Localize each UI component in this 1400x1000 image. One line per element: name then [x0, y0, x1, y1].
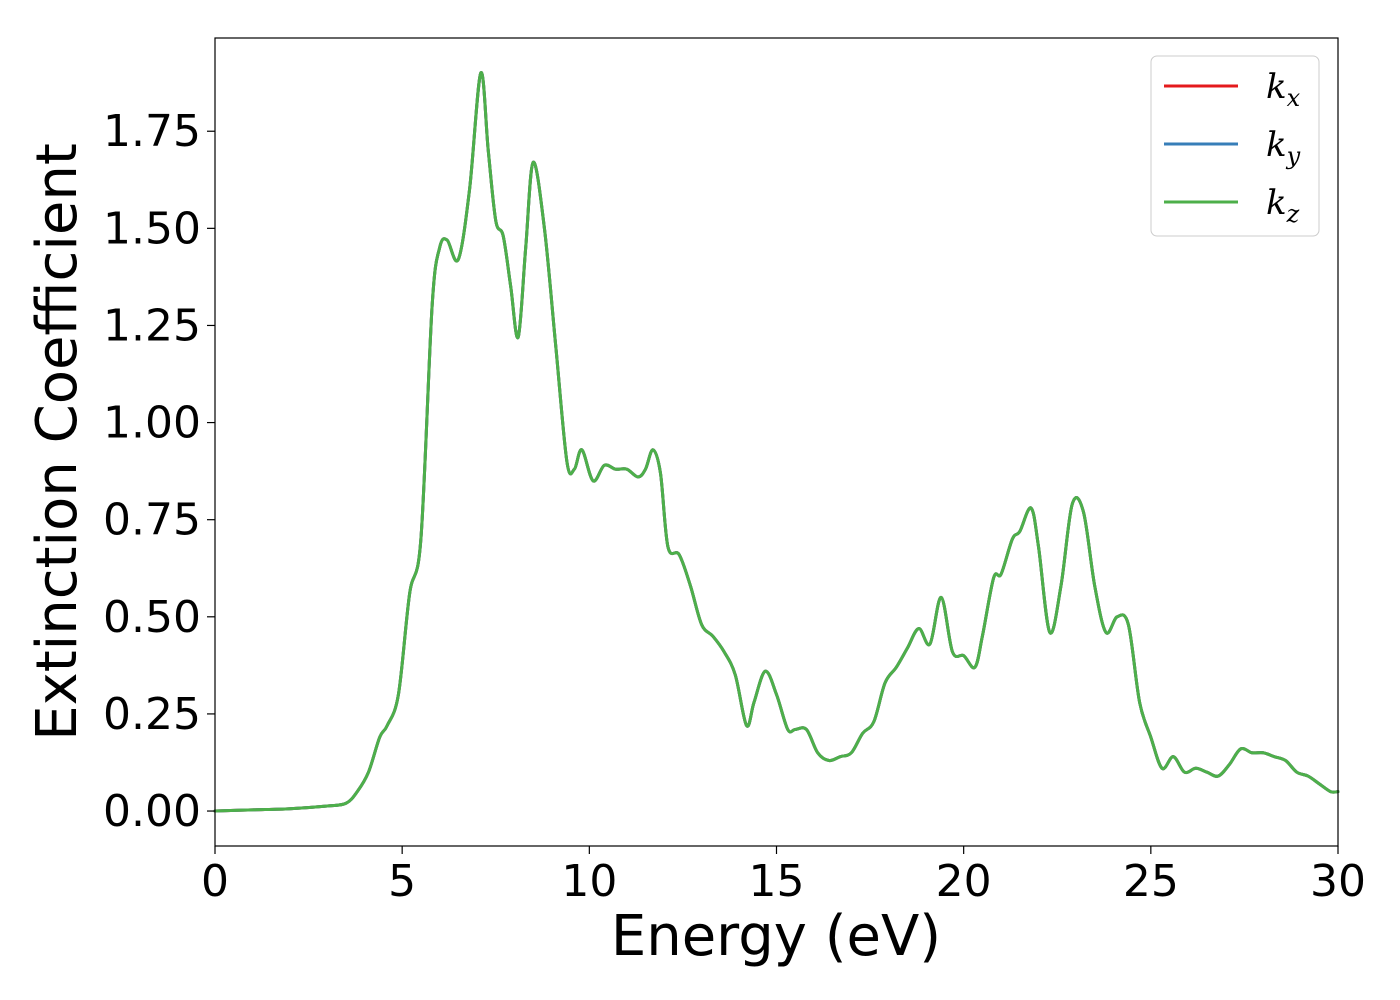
- legend-label-kz: kz: [1266, 183, 1300, 228]
- y-tick-label: 0.75: [103, 495, 201, 546]
- legend-label-kx: kx: [1266, 67, 1301, 112]
- y-axis-ticks: 0.00 0.25 0.50 0.75 1.00 1.25 1.50 1.75: [103, 106, 215, 837]
- x-axis-title: Energy (eV): [611, 904, 941, 969]
- y-tick-label: 1.00: [103, 398, 201, 449]
- y-tick-label: 0.50: [103, 592, 201, 643]
- x-tick-label: 5: [388, 856, 416, 907]
- y-tick-label: 0.25: [103, 689, 201, 740]
- x-tick-label: 10: [561, 856, 617, 907]
- x-tick-label: 25: [1123, 856, 1179, 907]
- y-tick-label: 0.00: [103, 786, 201, 837]
- legend-box: [1150, 55, 1320, 237]
- legend: kx ky kz: [1150, 55, 1320, 237]
- x-tick-label: 30: [1310, 856, 1366, 907]
- y-tick-label: 1.25: [103, 300, 201, 351]
- series-line-kz: [213, 71, 1340, 813]
- x-axis-ticks: 0 5 10 15 20 25 30: [201, 846, 1366, 907]
- x-tick-label: 0: [201, 856, 229, 907]
- series-layer: [213, 71, 1340, 813]
- x-tick-label: 15: [749, 856, 805, 907]
- x-tick-label: 20: [936, 856, 992, 907]
- y-tick-label: 1.75: [103, 106, 201, 157]
- y-axis-title: Extinction Coefficient: [25, 143, 90, 741]
- y-tick-label: 1.50: [103, 203, 201, 254]
- legend-label-ky: ky: [1266, 125, 1301, 170]
